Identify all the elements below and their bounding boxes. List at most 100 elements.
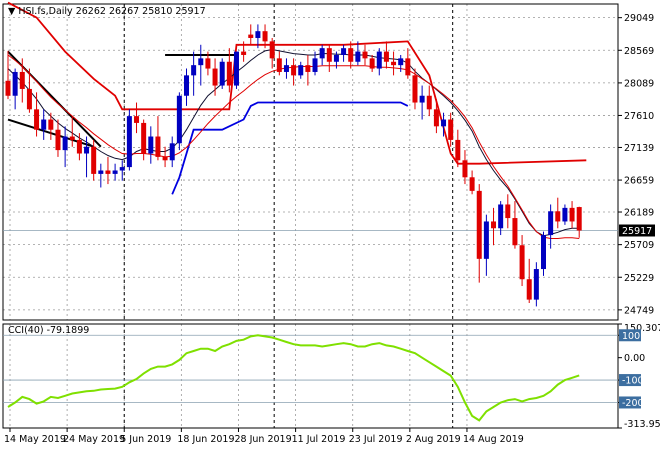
candle-body — [419, 95, 425, 103]
candle — [376, 48, 382, 76]
candle — [341, 44, 347, 62]
candle — [326, 44, 332, 72]
candle-body — [198, 58, 204, 66]
cci-panel — [3, 334, 618, 422]
candle — [555, 197, 561, 229]
candle — [226, 48, 232, 93]
candle — [312, 51, 318, 76]
price-tick-label: 27139 — [624, 143, 654, 154]
cci-tick-label: -313.950 — [624, 419, 660, 430]
candle-body — [226, 61, 232, 86]
candle-body — [276, 58, 282, 72]
symbol-name: HSI.fs,Daily — [18, 6, 75, 17]
candle-body — [341, 48, 347, 55]
cci-tick-label: 150.3071 — [624, 323, 660, 334]
candle — [412, 68, 418, 110]
candle — [519, 235, 525, 287]
candle — [541, 231, 546, 276]
envelope-upper-line — [7, 1, 587, 165]
candle-body — [262, 31, 268, 42]
candle — [355, 41, 361, 66]
candle-body — [298, 65, 304, 76]
cci-tick-label: -100 — [622, 376, 644, 387]
price-tick-label: 26189 — [624, 208, 654, 219]
candle — [441, 112, 447, 137]
price-tick-label: 29049 — [624, 13, 654, 24]
candle-body — [319, 48, 325, 59]
cci-tick-label: 100 — [622, 331, 640, 342]
candle — [291, 58, 297, 86]
candle — [34, 92, 40, 137]
candle — [126, 109, 132, 171]
candle — [41, 109, 47, 140]
date-tick-label: 23 Jul 2019 — [349, 434, 403, 445]
price-tick-label: 25709 — [624, 240, 654, 251]
candle — [383, 41, 389, 69]
moving-average-black — [7, 48, 580, 237]
header-triangle-icon: ▼ — [8, 6, 18, 17]
candle-body — [12, 71, 18, 96]
symbol-header: ▼ HSI.fs,Daily 26262 26267 25810 25917 — [8, 6, 206, 17]
candle — [241, 41, 247, 62]
candle — [269, 37, 275, 69]
candle — [26, 68, 32, 113]
candle — [169, 136, 175, 168]
candle-body — [519, 245, 525, 280]
candle — [62, 126, 68, 168]
candle — [319, 44, 325, 66]
cci-level-tag-bg — [619, 329, 641, 342]
candle-body — [469, 177, 475, 191]
candle — [362, 44, 368, 66]
candle-body — [241, 51, 247, 55]
candle-body — [305, 65, 311, 72]
candle — [76, 133, 82, 161]
candle-body — [155, 136, 161, 157]
cci-level-tag-bg — [619, 396, 641, 409]
candle — [162, 146, 168, 168]
cci-header: CCI(40) -79.1899 — [8, 325, 89, 336]
candle — [448, 112, 454, 147]
candle — [198, 44, 204, 86]
candle — [91, 139, 97, 181]
candle-body — [255, 31, 261, 38]
candle-body — [69, 136, 75, 140]
cci-panel-frame — [2, 323, 619, 429]
candle — [476, 184, 482, 283]
candle — [176, 92, 182, 151]
candle — [426, 85, 432, 117]
last-price-tag-bg — [619, 224, 655, 237]
candle-body — [526, 279, 532, 300]
date-tick-label: 11 Jul 2019 — [292, 434, 346, 445]
cci-level-tag-bg — [619, 374, 641, 387]
candle — [562, 204, 568, 225]
candle — [526, 258, 532, 304]
candle — [105, 156, 111, 185]
candle — [305, 54, 311, 86]
candle-body — [433, 109, 439, 127]
candle-body — [283, 65, 289, 72]
candle-body — [548, 211, 554, 236]
cci-tick-label: 0.00 — [624, 353, 645, 364]
candle — [533, 262, 539, 307]
candle-body — [55, 129, 61, 151]
candle-body — [562, 207, 568, 222]
candle-body — [19, 71, 25, 89]
candle-body — [162, 156, 168, 161]
candle — [148, 126, 154, 164]
last-price-tag-label: 25917 — [622, 226, 652, 237]
price-axis: 29049 28569 28089 27610 27139 26659 26189 25709… — [618, 13, 654, 316]
candle — [569, 201, 575, 229]
candle-body — [233, 51, 239, 86]
candle-body — [412, 75, 418, 103]
candle — [462, 150, 468, 185]
candle-body — [48, 119, 54, 130]
candle — [512, 201, 518, 249]
candle-body — [98, 170, 104, 174]
ohlc-values: 26262 26267 25810 25917 — [76, 6, 206, 17]
candle-body — [119, 167, 125, 171]
candle — [184, 68, 189, 106]
candle-body — [398, 58, 404, 66]
candle — [398, 54, 404, 72]
candle-body — [76, 139, 82, 154]
candle-body — [476, 190, 482, 259]
